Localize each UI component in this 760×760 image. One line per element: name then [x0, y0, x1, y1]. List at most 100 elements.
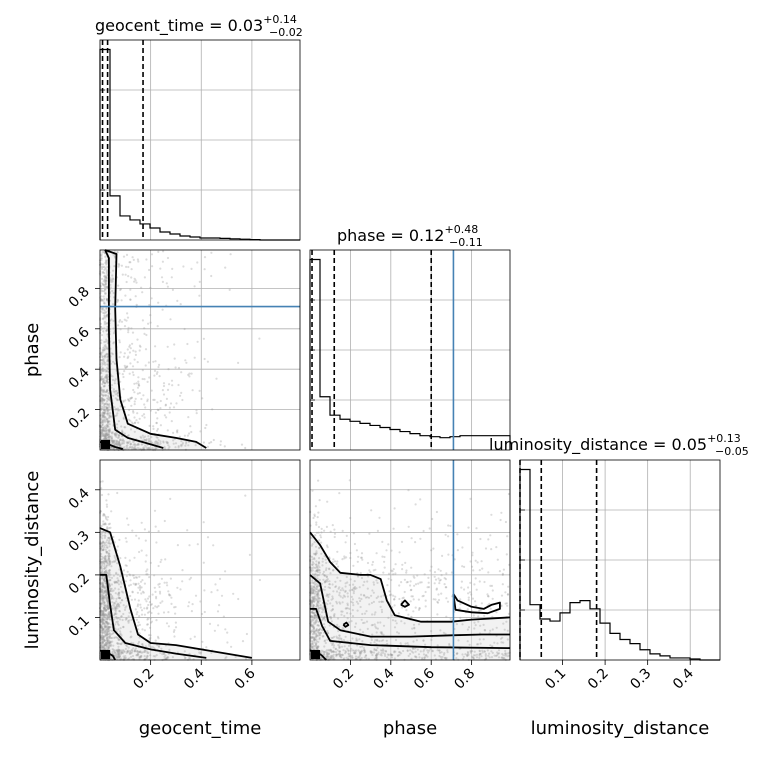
- sample-point-1-0: [166, 388, 170, 391]
- sample-point-2-1: [392, 568, 395, 571]
- sample-point-1-0: [130, 446, 133, 449]
- sample-point-1-0: [203, 268, 206, 271]
- sample-point-2-0: [165, 581, 168, 584]
- sample-point-2-1: [319, 604, 322, 607]
- sample-point-2-1: [456, 549, 459, 552]
- sample-point-2-1: [390, 578, 393, 582]
- sample-point-2-0: [103, 601, 106, 604]
- sample-point-2-0: [158, 645, 161, 649]
- sample-point-2-1: [383, 653, 386, 656]
- sample-point-1-0: [101, 400, 104, 403]
- sample-point-2-0: [140, 651, 143, 654]
- sample-point-2-0: [105, 569, 108, 572]
- sample-point-2-0: [100, 572, 103, 575]
- sample-point-2-0: [127, 646, 130, 649]
- sample-point-1-0: [127, 355, 130, 358]
- sample-point-2-0: [103, 601, 106, 604]
- sample-point-1-0: [113, 362, 116, 365]
- sample-point-2-0: [116, 602, 119, 605]
- sample-point-2-0: [101, 569, 104, 572]
- sample-point-1-0: [146, 380, 149, 383]
- sample-point-2-1: [333, 635, 336, 639]
- sample-point-2-1: [434, 598, 437, 601]
- sample-point-2-0: [137, 640, 141, 644]
- sample-point-2-0: [117, 583, 121, 586]
- sample-point-2-1: [493, 654, 496, 657]
- sample-point-2-0: [132, 574, 135, 577]
- sample-point-2-1: [459, 616, 462, 620]
- sample-point-1-0: [105, 282, 108, 285]
- sample-point-1-0: [115, 440, 118, 443]
- sample-point-1-0: [107, 406, 110, 409]
- sample-point-2-0: [102, 612, 105, 615]
- sample-point-2-0: [108, 626, 111, 629]
- sample-point-1-0: [146, 447, 149, 450]
- sample-point-2-1: [318, 578, 321, 582]
- sample-point-2-0: [134, 647, 138, 650]
- sample-point-2-0: [189, 576, 193, 579]
- sample-point-1-0: [158, 363, 161, 366]
- sample-point-1-0: [132, 441, 135, 444]
- sample-point-1-0: [103, 348, 106, 351]
- sample-point-1-0: [106, 299, 109, 302]
- sample-point-1-0: [194, 444, 197, 447]
- sample-point-1-0: [143, 416, 146, 419]
- sample-point-2-1: [359, 599, 362, 603]
- sample-point-2-0: [128, 573, 131, 576]
- sample-point-2-0: [102, 582, 105, 585]
- sample-point-2-1: [354, 622, 358, 625]
- sample-point-2-1: [496, 558, 499, 561]
- sample-point-1-0: [115, 443, 118, 446]
- sample-point-1-0: [105, 314, 108, 318]
- sample-point-2-0: [100, 589, 103, 592]
- sample-point-1-0: [116, 399, 119, 402]
- sample-point-2-0: [113, 608, 117, 612]
- sample-point-2-0: [104, 515, 107, 519]
- sample-point-1-0: [118, 442, 121, 445]
- sample-point-2-1: [398, 651, 402, 654]
- sample-point-2-1: [325, 567, 328, 570]
- sample-point-1-0: [123, 446, 126, 449]
- sample-point-1-0: [100, 431, 103, 434]
- sample-point-2-1: [394, 563, 397, 566]
- sample-point-1-0: [115, 398, 119, 401]
- sample-point-1-0: [105, 373, 108, 376]
- sample-point-1-0: [100, 361, 104, 364]
- sample-point-2-0: [100, 558, 103, 561]
- sample-point-2-1: [324, 641, 327, 645]
- x-tick-label-geocent-time-2: 0.6: [232, 665, 259, 692]
- sample-point-1-0: [111, 440, 114, 443]
- sample-point-1-0: [156, 401, 159, 404]
- sample-point-2-0: [146, 568, 149, 571]
- sample-point-1-0: [103, 412, 106, 415]
- sample-point-2-0: [170, 596, 173, 599]
- sample-point-2-1: [314, 505, 317, 508]
- sample-point-2-0: [155, 541, 158, 544]
- sample-point-2-0: [101, 628, 104, 631]
- sample-point-2-1: [505, 620, 508, 623]
- contour-fill-luminosity-distance-vs-geocent-time: [100, 528, 252, 660]
- sample-point-2-1: [351, 637, 354, 640]
- sample-point-1-0: [127, 326, 130, 329]
- sample-point-2-0: [122, 569, 126, 572]
- sample-point-1-0: [133, 358, 136, 361]
- sample-point-1-0: [156, 442, 159, 445]
- sample-point-2-1: [487, 595, 490, 598]
- sample-point-1-0: [166, 441, 169, 444]
- sample-point-2-0: [108, 635, 111, 638]
- sample-point-1-0: [127, 398, 130, 401]
- sample-point-2-1: [348, 653, 351, 656]
- sample-point-1-0: [102, 379, 105, 382]
- sample-point-2-1: [383, 566, 386, 569]
- sample-point-2-1: [368, 532, 371, 535]
- sample-point-2-1: [390, 614, 393, 617]
- sample-point-2-0: [104, 628, 108, 632]
- sample-point-1-0: [106, 333, 109, 336]
- sample-point-2-1: [423, 573, 426, 576]
- sample-point-2-0: [100, 641, 103, 645]
- sample-point-2-1: [312, 591, 315, 595]
- sample-point-2-1: [393, 604, 396, 607]
- sample-point-1-0: [136, 338, 139, 341]
- sample-point-2-1: [316, 593, 319, 596]
- sample-point-2-1: [336, 576, 339, 579]
